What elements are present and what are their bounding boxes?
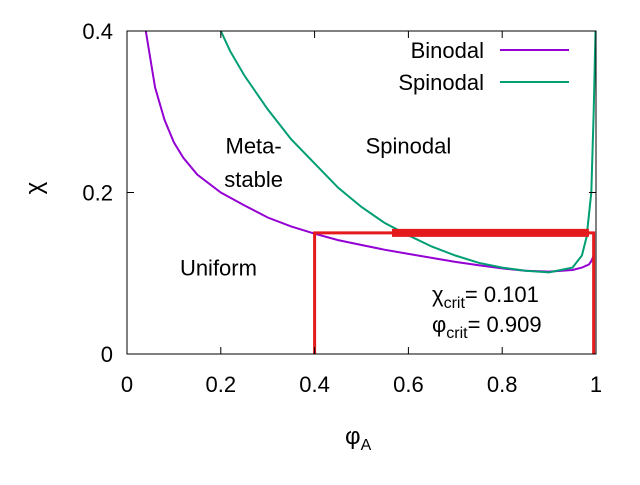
curves-layer (144, 30, 597, 274)
region-label: Uniform (180, 256, 257, 281)
red-box-layer (313, 228, 596, 354)
x-tick-label: 1 (590, 372, 602, 397)
legend-label-binodal: Binodal (411, 38, 484, 63)
x-tick-label: 0.2 (206, 372, 237, 397)
ticks-layer: 0 0.2 0.4 0.6 0.8 1 0 0.2 0.4 (82, 19, 602, 397)
region-labels-layer: Meta-stable Spinodal Uniform (180, 134, 451, 281)
x-tick-label: 0 (121, 372, 133, 397)
binodal-curve (144, 30, 595, 273)
x-tick-label: 0.6 (393, 372, 424, 397)
legend-label-spinodal: Spinodal (398, 70, 484, 95)
phi-crit-annotation: φcrit= 0.909 (432, 312, 542, 342)
x-tick-label: 0.8 (487, 372, 518, 397)
region-label: stable (224, 167, 283, 192)
region-label: Spinodal (366, 134, 452, 159)
x-tick-label: 0.4 (299, 372, 330, 397)
spinodal-curve (219, 30, 597, 274)
region-label: Meta- (226, 134, 282, 159)
legend: Binodal Spinodal (398, 38, 569, 95)
y-tick-label: 0.4 (82, 19, 113, 44)
y-axis-label: χ (21, 181, 48, 194)
x-axis-label: φA (345, 423, 372, 454)
y-tick-label: 0.2 (82, 181, 113, 206)
chi-crit-annotation: χcrit= 0.101 (432, 282, 539, 312)
y-tick-label: 0 (101, 342, 113, 367)
